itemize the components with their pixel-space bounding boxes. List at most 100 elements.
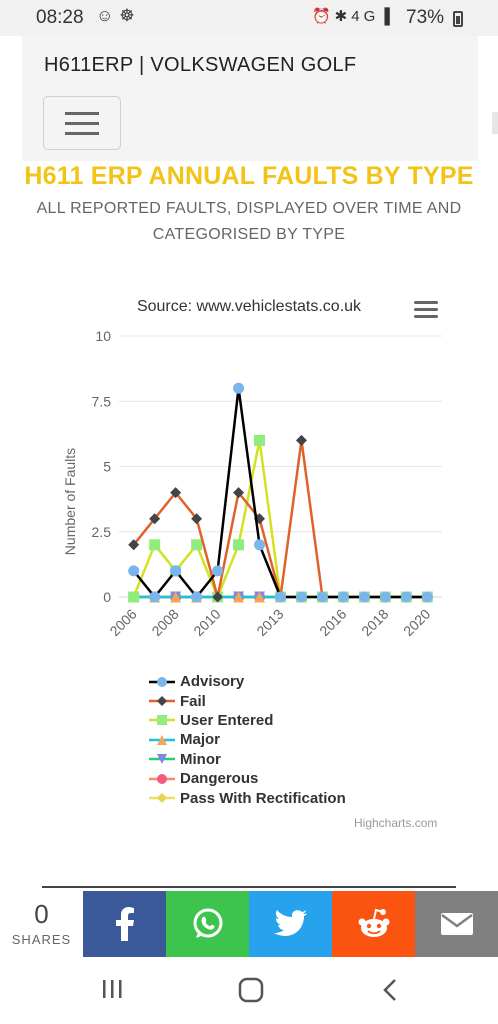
data-point-user-entered bbox=[233, 539, 245, 551]
share-bar: 0 SHARES bbox=[0, 891, 498, 957]
x-tick-label: 2010 bbox=[190, 606, 223, 639]
menu-toggle-button[interactable] bbox=[43, 96, 121, 150]
data-point-advisory bbox=[316, 591, 328, 603]
email-icon bbox=[440, 913, 473, 935]
data-point-advisory bbox=[379, 591, 391, 603]
legend-symbol bbox=[149, 734, 175, 745]
chart-subtitle: Source: www.vehiclestats.co.uk bbox=[136, 298, 362, 315]
legend-item-pass-with-rectification[interactable]: Pass With Rectification bbox=[148, 788, 346, 807]
chart-credits[interactable]: Highcharts.com bbox=[354, 816, 438, 830]
legend-label: Major bbox=[180, 731, 221, 749]
line-chart: 0 2.5 5 7.5 10 2006 2008 2010 2013 2016 2018 2020 Nu… bbox=[62, 328, 442, 639]
battery-icon bbox=[453, 11, 463, 27]
y-tick-label: 0 bbox=[103, 589, 111, 605]
data-point-user-entered bbox=[149, 539, 161, 551]
whatsapp-icon bbox=[193, 908, 222, 938]
data-point-fail bbox=[233, 487, 245, 499]
notification-icons: ☺☸ bbox=[96, 6, 141, 25]
system-nav-bar bbox=[0, 957, 498, 1024]
data-point-user-entered bbox=[128, 591, 140, 603]
data-point-advisory bbox=[191, 591, 203, 603]
x-tick-label: 2013 bbox=[253, 606, 286, 639]
data-point-major bbox=[170, 591, 182, 603]
legend-label: Minor bbox=[180, 750, 221, 768]
legend-symbol bbox=[149, 676, 175, 687]
site-header: H611ERP | VOLKSWAGEN GOLF bbox=[22, 36, 478, 161]
data-point-advisory bbox=[212, 565, 224, 577]
data-point-fail bbox=[191, 513, 203, 525]
legend-symbol bbox=[149, 754, 175, 765]
data-point-major bbox=[254, 591, 266, 603]
legend-symbol bbox=[149, 773, 175, 784]
y-tick-label: 10 bbox=[95, 328, 111, 344]
data-point-fail bbox=[149, 513, 161, 525]
legend-item-fail[interactable]: Fail bbox=[148, 691, 346, 710]
y-tick-label: 7.5 bbox=[92, 393, 112, 409]
whatsapp-share-button[interactable] bbox=[166, 891, 249, 957]
data-point-fail bbox=[212, 591, 224, 603]
legend-label: Pass With Rectification bbox=[180, 789, 346, 807]
facebook-share-button[interactable] bbox=[83, 891, 166, 957]
data-point-fail bbox=[128, 539, 140, 551]
twitter-icon bbox=[273, 910, 307, 936]
data-point-major bbox=[233, 591, 245, 603]
legend-item-minor[interactable]: Minor bbox=[148, 750, 346, 769]
data-point-advisory bbox=[170, 565, 182, 577]
reddit-share-button[interactable] bbox=[332, 891, 415, 957]
scroll-edge bbox=[492, 112, 498, 134]
page-heading: H611 ERP ANNUAL FAULTS BY TYPE bbox=[24, 162, 474, 190]
page-subheading: ALL REPORTED FAULTS, DISPLAYED OVER TIME… bbox=[36, 200, 462, 243]
data-point-advisory bbox=[275, 591, 286, 603]
data-point-advisory bbox=[337, 591, 349, 603]
data-point-advisory bbox=[233, 382, 245, 394]
hamburger-line bbox=[65, 132, 99, 135]
legend-item-advisory[interactable]: Advisory bbox=[148, 672, 346, 691]
battery-level: 73% bbox=[406, 7, 445, 28]
x-tick-label: 2018 bbox=[358, 606, 391, 639]
email-share-button[interactable] bbox=[415, 891, 498, 957]
twitter-share-button[interactable] bbox=[249, 891, 332, 957]
data-point-advisory bbox=[295, 591, 307, 603]
hamburger-icon bbox=[65, 112, 99, 115]
data-point-fail bbox=[170, 487, 182, 499]
data-point-advisory bbox=[358, 591, 370, 603]
chart-menu-line bbox=[414, 301, 438, 304]
share-count: 0 SHARES bbox=[0, 891, 83, 957]
reddit-icon bbox=[358, 908, 389, 937]
data-point-fail bbox=[295, 434, 307, 446]
home-icon[interactable] bbox=[238, 977, 264, 1003]
data-point-advisory bbox=[128, 565, 140, 577]
site-title[interactable]: H611ERP | VOLKSWAGEN GOLF bbox=[44, 54, 357, 76]
legend-item-major[interactable]: Major bbox=[148, 730, 346, 749]
hamburger-line bbox=[65, 122, 99, 125]
legend-symbol bbox=[149, 793, 175, 804]
chart-menu-icon[interactable] bbox=[414, 299, 440, 319]
legend-label: Fail bbox=[180, 692, 206, 710]
x-tick-label: 2008 bbox=[148, 606, 181, 639]
x-tick-label: 2020 bbox=[400, 606, 433, 639]
data-point-advisory bbox=[421, 591, 433, 603]
recent-apps-icon[interactable] bbox=[101, 977, 123, 1001]
status-time: 08:28 bbox=[36, 7, 84, 28]
data-point-user-entered bbox=[254, 434, 266, 446]
x-tick-label: 2006 bbox=[106, 606, 139, 639]
facebook-icon bbox=[115, 907, 134, 941]
legend-label: Dangerous bbox=[180, 770, 259, 788]
share-count-number: 0 bbox=[34, 899, 49, 929]
status-bar: 08:28 ☺☸ ⏰✱4G▐ 73% bbox=[0, 0, 498, 36]
chart-menu-line bbox=[414, 315, 438, 318]
y-tick-label: 5 bbox=[103, 459, 111, 475]
back-icon[interactable] bbox=[380, 977, 400, 1003]
network-label: 4G bbox=[351, 8, 380, 25]
legend-item-dangerous[interactable]: Dangerous bbox=[148, 769, 346, 788]
legend-label: User Entered bbox=[180, 711, 274, 729]
legend-symbol bbox=[149, 715, 175, 726]
data-point-advisory bbox=[149, 591, 161, 603]
data-point-advisory bbox=[400, 591, 412, 603]
legend-label: Advisory bbox=[180, 673, 245, 691]
data-point-advisory bbox=[254, 539, 266, 551]
y-tick-label: 2.5 bbox=[92, 524, 112, 540]
chart-legend: Advisory Fail User Entered Major Minor Danger… bbox=[148, 672, 346, 808]
share-count-label: SHARES bbox=[11, 932, 72, 947]
legend-item-user-entered[interactable]: User Entered bbox=[148, 711, 346, 730]
